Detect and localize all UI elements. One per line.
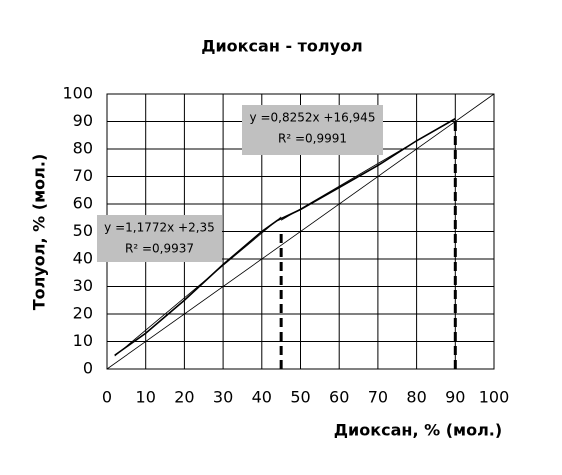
y-tick-label: 0 bbox=[83, 359, 93, 378]
y-tick-label: 40 bbox=[73, 249, 93, 268]
y-tick-label: 50 bbox=[73, 221, 93, 240]
y-tick-label: 60 bbox=[73, 194, 93, 213]
x-tick-label: 80 bbox=[406, 388, 426, 407]
data-line bbox=[114, 216, 282, 357]
x-tick-label: 0 bbox=[102, 388, 112, 407]
y-tick-label: 90 bbox=[73, 111, 93, 130]
y-tick-label: 70 bbox=[73, 166, 93, 185]
x-tick-label: 70 bbox=[368, 388, 388, 407]
y-tick-label: 80 bbox=[73, 139, 93, 158]
data-line bbox=[106, 93, 495, 370]
x-tick-label: 50 bbox=[290, 388, 310, 407]
annotation-box bbox=[242, 105, 383, 155]
x-axis-label: Диоксан, % (мол.) bbox=[334, 421, 502, 440]
annotation-text: y =1,1772x +2,35 bbox=[104, 221, 215, 235]
x-tick-label: 10 bbox=[136, 388, 156, 407]
annotation-text: y =0,8252x +16,945 bbox=[250, 111, 376, 125]
chart-title: Диоксан - толуол bbox=[201, 37, 363, 56]
annotation-box bbox=[97, 215, 222, 262]
y-tick-label: 30 bbox=[73, 276, 93, 295]
annotation-text: R² =0,9991 bbox=[278, 132, 347, 146]
x-tick-label: 40 bbox=[252, 388, 272, 407]
x-tick-label: 30 bbox=[213, 388, 233, 407]
x-tick-label: 20 bbox=[174, 388, 194, 407]
x-tick-label: 100 bbox=[479, 388, 510, 407]
x-tick-label: 60 bbox=[329, 388, 349, 407]
annotation-text: R² =0,9937 bbox=[125, 242, 194, 256]
data-line bbox=[280, 117, 456, 221]
y-tick-label: 100 bbox=[62, 84, 93, 103]
y-tick-label: 10 bbox=[73, 331, 93, 350]
x-tick-label: 90 bbox=[445, 388, 465, 407]
y-tick-label: 20 bbox=[73, 304, 93, 323]
y-axis-label: Толуол, % (мол.) bbox=[30, 154, 49, 311]
